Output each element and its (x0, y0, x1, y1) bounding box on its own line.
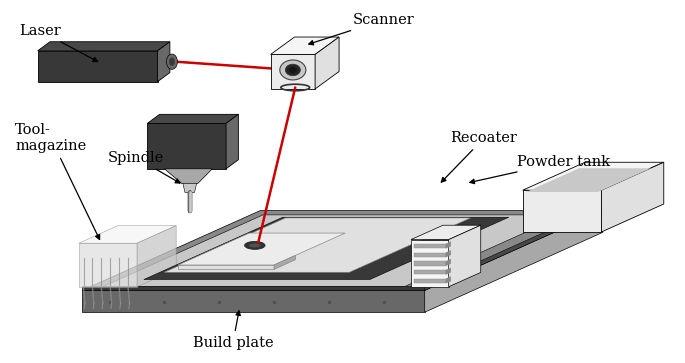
Polygon shape (38, 42, 170, 51)
Polygon shape (271, 54, 315, 89)
Polygon shape (446, 250, 451, 257)
Ellipse shape (279, 60, 306, 80)
Text: Scanner: Scanner (309, 13, 414, 45)
Polygon shape (414, 261, 446, 266)
Polygon shape (411, 240, 449, 287)
Polygon shape (183, 183, 197, 192)
Polygon shape (103, 215, 564, 287)
Ellipse shape (245, 241, 265, 249)
Polygon shape (523, 162, 664, 190)
Polygon shape (82, 211, 603, 290)
Ellipse shape (169, 58, 175, 66)
Polygon shape (38, 51, 158, 82)
Polygon shape (147, 114, 238, 123)
Polygon shape (147, 123, 226, 169)
Text: Tool-
magazine: Tool- magazine (15, 123, 99, 240)
Polygon shape (414, 279, 446, 283)
Text: Spindle: Spindle (108, 151, 180, 183)
Text: Laser: Laser (19, 24, 98, 62)
Polygon shape (446, 259, 451, 266)
Polygon shape (271, 37, 339, 54)
Polygon shape (414, 244, 446, 248)
Polygon shape (164, 169, 212, 183)
Polygon shape (523, 190, 601, 232)
Polygon shape (446, 242, 451, 248)
Polygon shape (411, 225, 481, 240)
Polygon shape (178, 265, 274, 269)
Text: Build plate: Build plate (192, 311, 273, 350)
Polygon shape (82, 286, 425, 290)
Polygon shape (144, 217, 509, 280)
Polygon shape (414, 253, 446, 257)
Polygon shape (449, 225, 481, 287)
Polygon shape (315, 37, 339, 89)
Polygon shape (274, 256, 295, 269)
Text: Powder tank: Powder tank (470, 155, 610, 184)
Polygon shape (226, 114, 238, 169)
Polygon shape (425, 211, 603, 312)
Polygon shape (526, 168, 651, 192)
Ellipse shape (288, 67, 297, 73)
Polygon shape (79, 243, 137, 287)
Ellipse shape (285, 64, 300, 76)
Polygon shape (79, 226, 176, 243)
Ellipse shape (249, 243, 261, 248)
Polygon shape (158, 42, 170, 82)
Polygon shape (137, 226, 176, 287)
Polygon shape (82, 290, 425, 312)
Text: Recoater: Recoater (441, 131, 518, 182)
Polygon shape (164, 218, 471, 272)
Polygon shape (414, 270, 446, 274)
Ellipse shape (166, 54, 177, 69)
Polygon shape (446, 277, 451, 283)
Polygon shape (446, 268, 451, 274)
Polygon shape (178, 233, 345, 265)
Polygon shape (601, 162, 664, 232)
Polygon shape (425, 206, 603, 290)
